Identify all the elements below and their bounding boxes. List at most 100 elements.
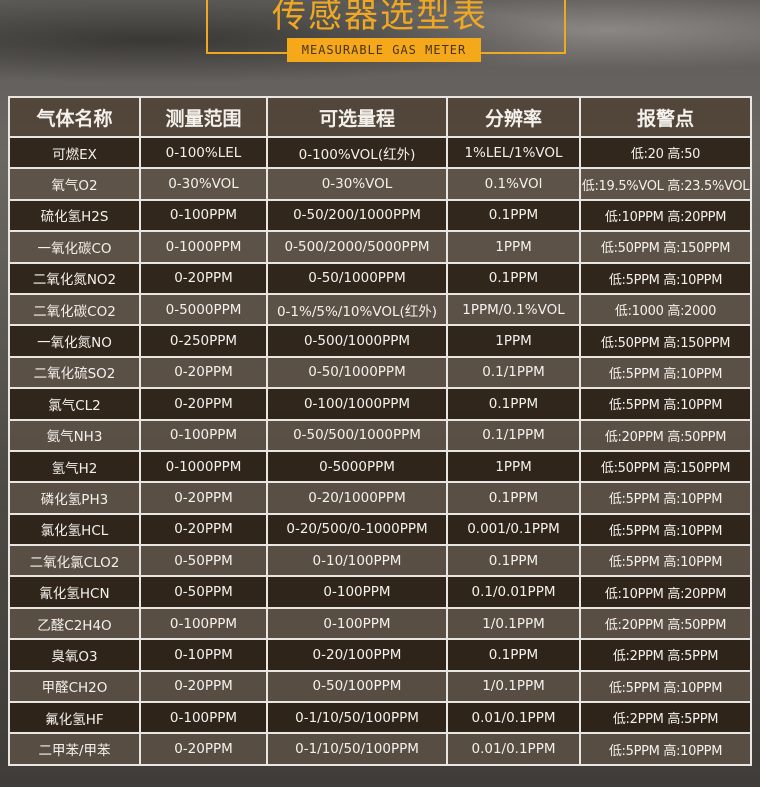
cell-resolution: 1PPM (446, 230, 581, 264)
cell-measure-range: 0-100%LEL (139, 135, 268, 170)
cell-resolution: 0.1/1PPM (446, 418, 581, 452)
cell-resolution: 1PPM (446, 449, 581, 484)
cell-resolution: 0.1PPM (446, 544, 581, 578)
cell-resolution: 0.1/0.01PPM (446, 575, 581, 609)
cell-gas-name: 二氧化硫SO2 (8, 355, 141, 390)
cell-alarm-point: 低:20 高:50 (579, 135, 752, 170)
cell-measure-range: 0-20PPM (139, 512, 268, 547)
column-header-measure-range: 测量范围 (139, 96, 268, 138)
cell-alarm-point: 低:10PPM 高:20PPM (579, 198, 752, 233)
cell-measure-range: 0-50PPM (139, 544, 268, 578)
page-title: 传感器选型表 (272, 0, 488, 36)
cell-optional-range: 0-100PPM (266, 606, 448, 641)
table-row: 一氧化碳CO 0-1000PPM 0-500/2000/5000PPM 1PPM 低:5… (8, 230, 752, 264)
cell-gas-name: 臭氧O3 (8, 638, 141, 672)
cell-resolution: 0.01/0.1PPM (446, 701, 581, 735)
cell-alarm-point: 低:2PPM 高:5PPM (579, 638, 752, 672)
cell-gas-name: 可燃EX (8, 135, 141, 170)
cell-gas-name: 氨气NH3 (8, 418, 141, 452)
cell-resolution: 1/0.1PPM (446, 606, 581, 641)
cell-resolution: 1/0.1PPM (446, 669, 581, 704)
cell-gas-name: 二氧化氯CLO2 (8, 544, 141, 578)
cell-measure-range: 0-20PPM (139, 387, 268, 421)
cell-measure-range: 0-250PPM (139, 324, 268, 358)
column-header-optional-range: 可选量程 (266, 96, 448, 138)
table-row: 甲醛CH2O 0-20PPM 0-50/100PPM 1/0.1PPM 低:5PPM 高… (8, 669, 752, 704)
cell-optional-range: 0-50/100PPM (266, 669, 448, 704)
cell-optional-range: 0-1%/5%/10%VOL(红外) (266, 292, 448, 327)
cell-gas-name: 一氧化碳CO (8, 230, 141, 264)
cell-optional-range: 0-20/500/0-1000PPM (266, 512, 448, 547)
cell-gas-name: 氯化氢HCL (8, 512, 141, 547)
cell-alarm-point: 低:50PPM 高:150PPM (579, 449, 752, 484)
cell-alarm-point: 低:5PPM 高:10PPM (579, 355, 752, 390)
cell-optional-range: 0-50/1000PPM (266, 355, 448, 390)
cell-alarm-point: 低:5PPM 高:10PPM (579, 544, 752, 578)
cell-resolution: 0.1PPM (446, 638, 581, 672)
cell-resolution: 0.1%VOl (446, 167, 581, 201)
cell-measure-range: 0-30%VOL (139, 167, 268, 201)
table-row: 氧气O2 0-30%VOL 0-30%VOL 0.1%VOl 低:19.5%VOL 高:… (8, 167, 752, 201)
cell-resolution: 0.1PPM (446, 481, 581, 515)
cell-alarm-point: 低:2PPM 高:5PPM (579, 701, 752, 735)
sensor-selection-table: 气体名称 测量范围 可选量程 分辨率 报警点 可燃EX 0-100%LEL 0-100%VO… (8, 96, 752, 766)
cell-measure-range: 0-1000PPM (139, 449, 268, 484)
table-row: 臭氧O3 0-10PPM 0-20/100PPM 0.1PPM 低:2PPM 高:5PP… (8, 638, 752, 672)
table-row: 一氧化氮NO 0-250PPM 0-500/1000PPM 1PPM 低:50PPM 高… (8, 324, 752, 358)
table-row: 二氧化碳CO2 0-5000PPM 0-1%/5%/10%VOL(红外) 1PPM/0… (8, 292, 752, 327)
cell-alarm-point: 低:5PPM 高:10PPM (579, 732, 752, 766)
cell-optional-range: 0-30%VOL (266, 167, 448, 201)
cell-resolution: 0.1PPM (446, 198, 581, 233)
cell-resolution: 1%LEL/1%VOL (446, 135, 581, 170)
table-row: 氨气NH3 0-100PPM 0-50/500/1000PPM 0.1/1PPM 低:2… (8, 418, 752, 452)
cell-gas-name: 氯气CL2 (8, 387, 141, 421)
cell-measure-range: 0-100PPM (139, 198, 268, 233)
cell-measure-range: 0-100PPM (139, 418, 268, 452)
table-row: 二氧化氮NO2 0-20PPM 0-50/1000PPM 0.1PPM 低:5PPM 高… (8, 261, 752, 295)
cell-resolution: 0.01/0.1PPM (446, 732, 581, 766)
cell-gas-name: 氰化氢HCN (8, 575, 141, 609)
cell-gas-name: 二甲苯/甲苯 (8, 732, 141, 766)
cell-alarm-point: 低:50PPM 高:150PPM (579, 324, 752, 358)
cell-measure-range: 0-50PPM (139, 575, 268, 609)
table-row: 氯气CL2 0-20PPM 0-100/1000PPM 0.1PPM 低:5PPM 高:… (8, 387, 752, 421)
cell-alarm-point: 低:5PPM 高:10PPM (579, 261, 752, 295)
cell-measure-range: 0-20PPM (139, 669, 268, 704)
table-row: 可燃EX 0-100%LEL 0-100%VOL(红外) 1%LEL/1%VOL 低:2… (8, 135, 752, 170)
cell-gas-name: 氧气O2 (8, 167, 141, 201)
cell-gas-name: 磷化氢PH3 (8, 481, 141, 515)
cell-alarm-point: 低:1000 高:2000 (579, 292, 752, 327)
cell-alarm-point: 低:5PPM 高:10PPM (579, 387, 752, 421)
cell-alarm-point: 低:5PPM 高:10PPM (579, 669, 752, 704)
cell-alarm-point: 低:5PPM 高:10PPM (579, 512, 752, 547)
cell-measure-range: 0-20PPM (139, 355, 268, 390)
cell-alarm-point: 低:5PPM 高:10PPM (579, 481, 752, 515)
cell-alarm-point: 低:20PPM 高:50PPM (579, 606, 752, 641)
cell-optional-range: 0-1/10/50/100PPM (266, 732, 448, 766)
cell-optional-range: 0-50/500/1000PPM (266, 418, 448, 452)
table-row: 磷化氢PH3 0-20PPM 0-20/1000PPM 0.1PPM 低:5PPM 高:… (8, 481, 752, 515)
cell-optional-range: 0-100PPM (266, 575, 448, 609)
cell-optional-range: 0-1/10/50/100PPM (266, 701, 448, 735)
table-row: 乙醛C2H4O 0-100PPM 0-100PPM 1/0.1PPM 低:20PPM 高… (8, 606, 752, 641)
cell-gas-name: 一氧化氮NO (8, 324, 141, 358)
table-row: 氯化氢HCL 0-20PPM 0-20/500/0-1000PPM 0.001/0.1… (8, 512, 752, 547)
cell-measure-range: 0-100PPM (139, 606, 268, 641)
cell-optional-range: 0-5000PPM (266, 449, 448, 484)
cell-optional-range: 0-10/100PPM (266, 544, 448, 578)
cell-measure-range: 0-1000PPM (139, 230, 268, 264)
cell-alarm-point: 低:50PPM 高:150PPM (579, 230, 752, 264)
cell-resolution: 1PPM/0.1%VOL (446, 292, 581, 327)
column-header-gas-name: 气体名称 (8, 96, 141, 138)
column-header-alarm-point: 报警点 (579, 96, 752, 138)
cell-alarm-point: 低:19.5%VOL 高:23.5%VOL (579, 167, 752, 201)
cell-optional-range: 0-20/1000PPM (266, 481, 448, 515)
table-row: 氟化氢HF 0-100PPM 0-1/10/50/100PPM 0.01/0.1PPM… (8, 701, 752, 735)
cell-optional-range: 0-500/2000/5000PPM (266, 230, 448, 264)
cell-measure-range: 0-20PPM (139, 261, 268, 295)
cell-gas-name: 二氧化碳CO2 (8, 292, 141, 327)
cell-gas-name: 乙醛C2H4O (8, 606, 141, 641)
cell-gas-name: 甲醛CH2O (8, 669, 141, 704)
cell-gas-name: 硫化氢H2S (8, 198, 141, 233)
table-row: 氢气H2 0-1000PPM 0-5000PPM 1PPM 低:50PPM 高:150P… (8, 449, 752, 484)
